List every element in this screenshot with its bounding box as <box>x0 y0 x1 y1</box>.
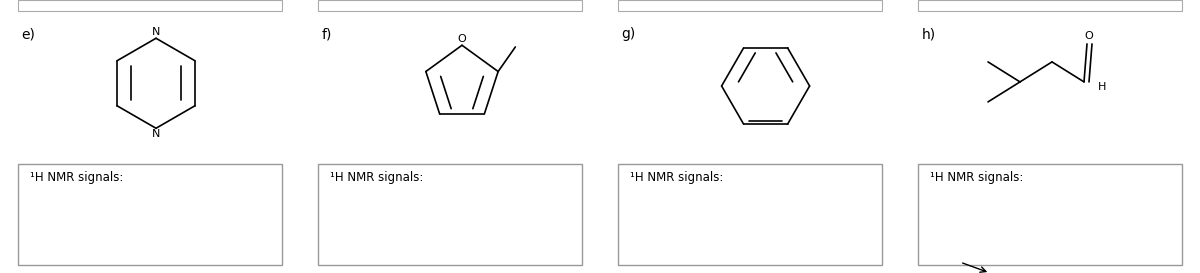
Text: ¹H NMR signals:: ¹H NMR signals: <box>630 171 724 184</box>
Text: g): g) <box>622 27 636 41</box>
FancyBboxPatch shape <box>318 164 582 265</box>
Text: H: H <box>1098 82 1106 92</box>
Text: ¹H NMR signals:: ¹H NMR signals: <box>930 171 1024 184</box>
FancyBboxPatch shape <box>618 164 882 265</box>
Text: h): h) <box>922 27 936 41</box>
FancyBboxPatch shape <box>18 164 282 265</box>
Text: N: N <box>152 129 160 139</box>
Text: ¹H NMR signals:: ¹H NMR signals: <box>330 171 424 184</box>
Text: e): e) <box>22 27 36 41</box>
Text: O: O <box>1085 31 1093 41</box>
FancyBboxPatch shape <box>618 0 882 11</box>
FancyBboxPatch shape <box>318 0 582 11</box>
Text: ¹H NMR signals:: ¹H NMR signals: <box>30 171 124 184</box>
Text: O: O <box>457 34 467 44</box>
Text: f): f) <box>322 27 332 41</box>
FancyBboxPatch shape <box>918 0 1182 11</box>
Text: N: N <box>152 28 160 37</box>
FancyBboxPatch shape <box>18 0 282 11</box>
FancyBboxPatch shape <box>918 164 1182 265</box>
